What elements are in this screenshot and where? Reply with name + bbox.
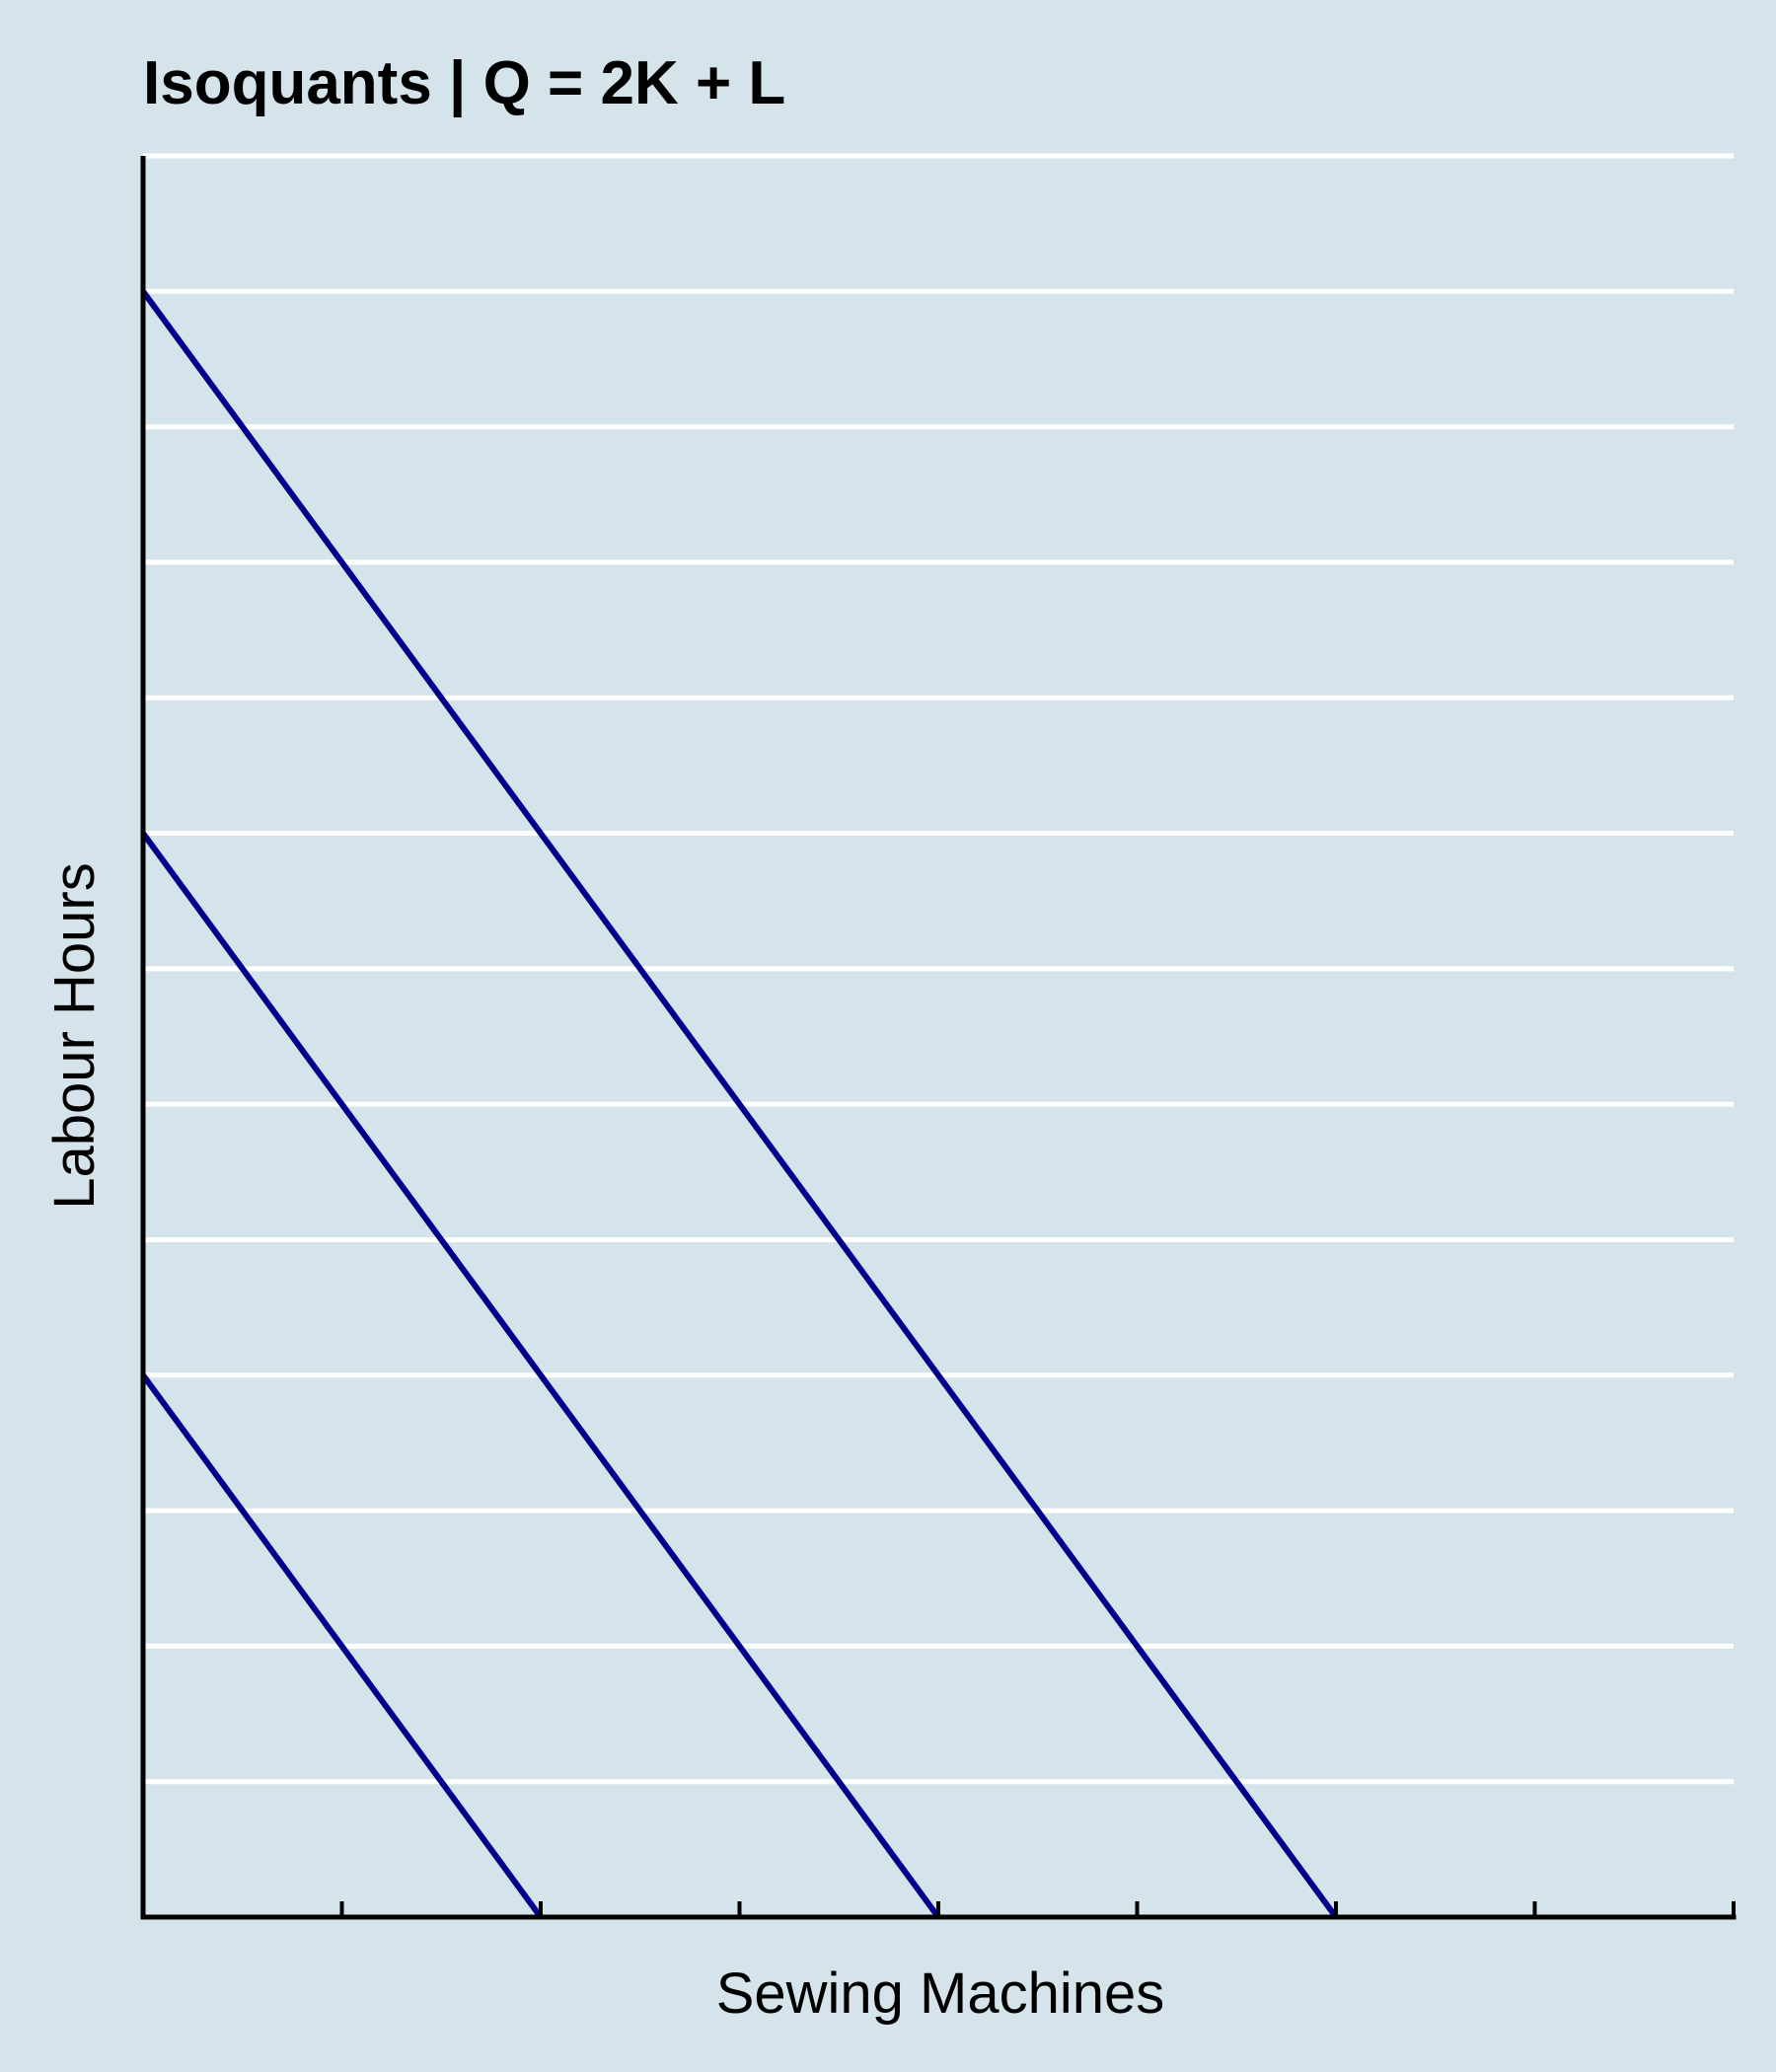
isoquant-line-2 bbox=[140, 831, 941, 1919]
axes bbox=[140, 156, 1737, 1920]
x-axis-label: Sewing Machines bbox=[716, 1961, 1165, 2026]
y-axis-label: Labour Hours bbox=[42, 862, 107, 1209]
isoquant-line-1 bbox=[140, 1372, 544, 1919]
chart-title: Isoquants | Q = 2K + L bbox=[143, 49, 785, 118]
isoquant-line-3 bbox=[140, 289, 1339, 1919]
gridlines bbox=[143, 153, 1734, 1785]
series-group bbox=[140, 289, 1339, 1919]
